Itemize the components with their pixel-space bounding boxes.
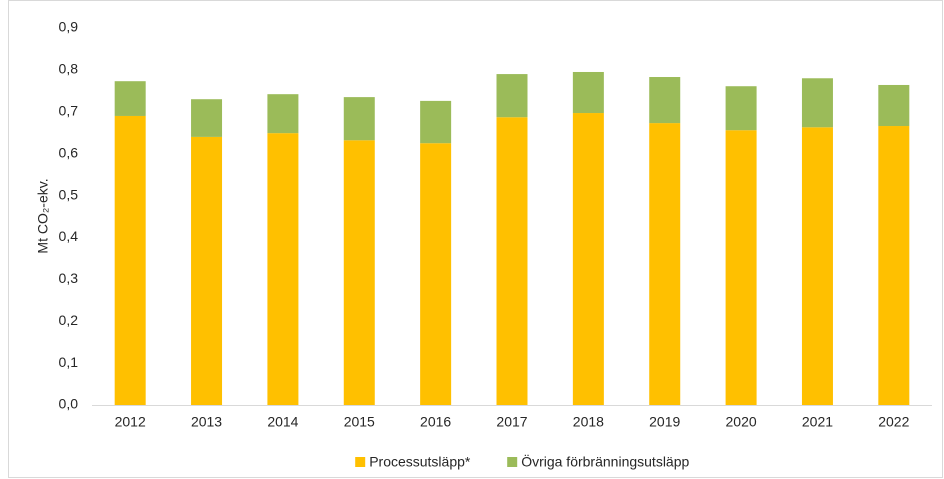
bar-segment xyxy=(114,81,146,116)
bar-segment xyxy=(725,86,757,131)
y-tick-label: 0,3 xyxy=(59,270,79,286)
bar-segment xyxy=(801,127,833,405)
y-tick-label: 0,4 xyxy=(59,228,79,244)
bar-segment xyxy=(343,97,375,141)
y-tick-label: 0,2 xyxy=(59,312,79,328)
bar-segment xyxy=(572,71,604,114)
bar-segment xyxy=(191,99,223,137)
x-tick-label: 2020 xyxy=(726,414,757,430)
legend-swatch xyxy=(355,457,366,467)
x-tick-label: 2022 xyxy=(878,414,909,430)
y-tick-label: 0,5 xyxy=(59,186,79,202)
x-tick-label: 2015 xyxy=(344,414,375,430)
x-tick-label: 2019 xyxy=(649,414,680,430)
bar-segment xyxy=(572,113,604,405)
bar-segment xyxy=(343,140,375,406)
y-tick-label: 0,7 xyxy=(59,102,79,118)
y-tick-label: 0,1 xyxy=(59,354,79,370)
bar-segment xyxy=(649,77,681,124)
x-tick-label: 2016 xyxy=(420,414,451,430)
bar-segment xyxy=(649,123,681,406)
bar-segment xyxy=(801,78,833,128)
legend-label: Övriga förbränningsutsläpp xyxy=(521,453,689,470)
legend-swatch xyxy=(507,457,518,467)
bar-segment xyxy=(114,115,146,405)
x-tick-label: 2017 xyxy=(496,414,527,430)
y-axis-label: Mt CO₂-ekv. xyxy=(35,178,51,253)
legend-label: Processutsläpp* xyxy=(369,454,471,470)
bar-segment xyxy=(878,84,910,127)
x-tick-label: 2014 xyxy=(267,414,298,430)
bar-segment xyxy=(496,117,528,406)
bar-segment xyxy=(267,94,299,134)
x-tick-label: 2018 xyxy=(573,414,604,430)
y-tick-label: 0,6 xyxy=(59,144,79,160)
x-tick-label: 2013 xyxy=(191,414,222,430)
y-tick-label: 0,0 xyxy=(59,396,79,412)
bar-segment xyxy=(191,136,223,405)
x-tick-label: 2021 xyxy=(802,414,833,430)
bar-segment xyxy=(496,74,528,118)
bar-segment xyxy=(267,133,299,405)
x-tick-label: 2012 xyxy=(115,414,146,430)
bar-segment xyxy=(725,130,757,405)
y-tick-label: 0,9 xyxy=(59,19,79,35)
y-tick-label: 0,8 xyxy=(59,61,79,77)
chart-frame xyxy=(8,0,943,478)
bar-segment xyxy=(420,143,452,405)
bar-segment xyxy=(420,100,452,144)
bar-segment xyxy=(878,126,910,406)
